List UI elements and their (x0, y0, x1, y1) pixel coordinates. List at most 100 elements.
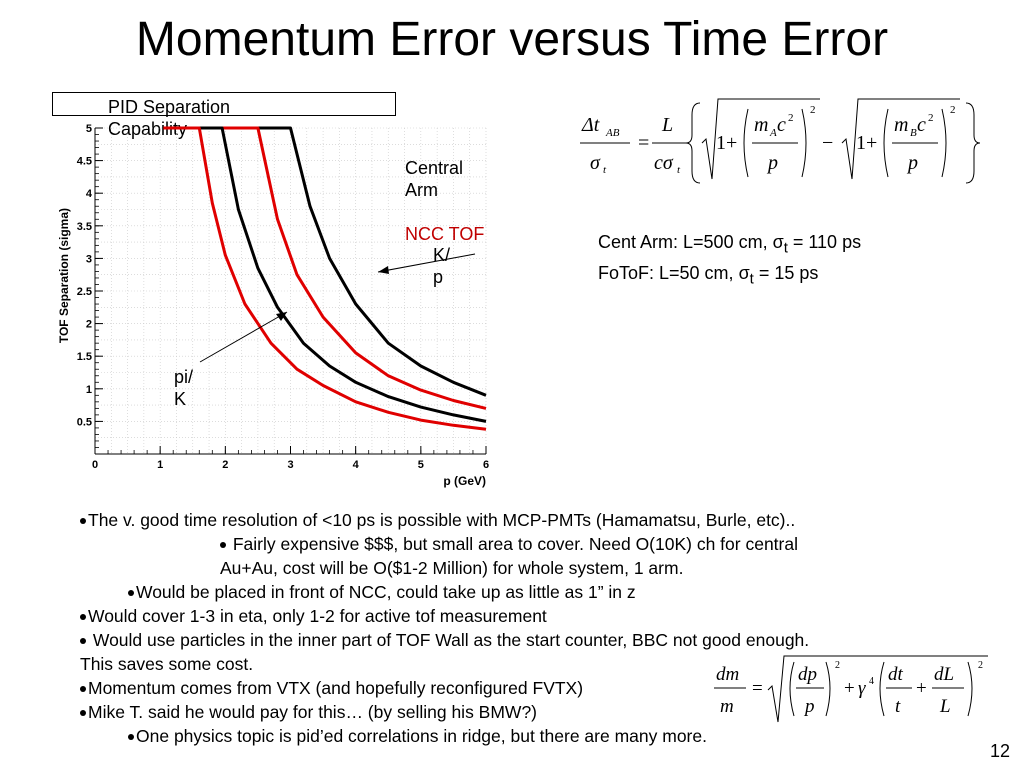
f1-p-b: p (906, 152, 918, 174)
f1-csigma: cσ (654, 152, 674, 174)
pik-arrowhead (276, 312, 287, 321)
x-tick-label: 1 (157, 459, 163, 471)
f1-one-b: 1+ (856, 132, 877, 154)
pik-curve-label: pi/ K (174, 367, 194, 409)
bullet-dot (80, 638, 86, 645)
bullet-item: This saves some cost. (80, 652, 1010, 676)
time-separation-formula: Δt AB σ t = L cσ t 1+ m A c 2 p 2 − 1+ m… (580, 98, 981, 184)
f1-L: L (661, 114, 673, 136)
bullet-text: Would cover 1-3 in eta, only 1-2 for act… (88, 606, 547, 626)
bullet-text: Mike T. said he would pay for this… (by … (88, 702, 538, 722)
f1-ma-sub: A (769, 127, 777, 139)
bullet-dot (128, 734, 134, 741)
bullet-item: Au+Au, cost will be O($1-2 Million) for … (80, 556, 1010, 580)
sigma-sub: t (749, 270, 754, 288)
bullet-text: The v. good time resolution of <10 ps is… (88, 510, 796, 530)
bullet-list: The v. good time resolution of <10 ps is… (80, 508, 1010, 748)
param-text: Cent Arm: L=500 cm, (598, 232, 773, 252)
f1-outer-sq-a: 2 (810, 104, 816, 116)
chart-axes: 0 1 2 3 4 5 6 0.5 1 1.5 2 2.5 3 3.5 4 4.5 5 (77, 123, 489, 471)
x-tick-label: 0 (92, 459, 98, 471)
f1-outer-sq-b: 2 (950, 104, 956, 116)
y-tick-label: 3.5 (77, 221, 92, 233)
central-arm-label: Central Arm NCC TOF (405, 135, 484, 267)
f1-mb-sq: 2 (928, 112, 934, 124)
y-tick-label: 4 (86, 188, 93, 200)
f1-lhs-num: Δt (581, 114, 600, 136)
ncc-tof-text: NCC TOF (405, 224, 485, 244)
bullet-item: Would be placed in front of NCC, could t… (80, 580, 1010, 604)
x-axis-label: p (GeV) (443, 474, 486, 488)
f2-four: 4 (869, 676, 874, 687)
f1-mb: m (894, 114, 908, 136)
sigma-sub: t (783, 239, 788, 257)
bullet-dot (80, 686, 86, 693)
f2-sq-b: 2 (978, 660, 983, 671)
f1-eq: = (638, 132, 649, 154)
pid-label-box (52, 92, 396, 116)
bullet-dot (80, 518, 86, 525)
param-value: = 15 ps (753, 262, 819, 283)
f1-lhs-den: σ (590, 152, 601, 174)
f1-lhs-den-sub: t (603, 164, 607, 176)
f1-lhs-num-sub: AB (605, 127, 620, 139)
bullet-text: Would use particles in the inner part of… (88, 630, 810, 650)
tof-separation-chart: 0 1 2 3 4 5 6 0.5 1 1.5 2 2.5 3 3.5 4 4.5 5 p (GeV) TOF … (57, 123, 489, 488)
f2-eq: = (752, 678, 763, 699)
pik-arrow (199, 311, 288, 363)
kp-arrow (377, 253, 476, 273)
y-tick-label: 4.5 (77, 156, 92, 168)
chart-arrows (199, 253, 476, 363)
y-tick-label: 3 (86, 253, 92, 265)
y-tick-label: 0.5 (77, 416, 92, 428)
f2-dp: dp (798, 664, 817, 685)
x-tick-label: 6 (483, 459, 489, 471)
series-line-3 (163, 126, 487, 431)
sigma-symbol: σ (738, 262, 750, 283)
param-row-fotof: FoToF: L=50 cm, σt = 15 ps (598, 261, 861, 292)
f2-p: p (803, 696, 815, 717)
y-axis-label: TOF Separation (sigma) (57, 208, 71, 343)
chart-series (163, 126, 487, 431)
param-text: FoToF: L=50 cm, (598, 262, 739, 283)
f2-m: m (720, 696, 734, 717)
f2-plus-b: + (916, 678, 927, 699)
x-tick-label: 4 (353, 459, 360, 471)
f2-dt: dt (888, 664, 904, 685)
f1-mb-c: c (917, 114, 926, 136)
param-row-central: Cent Arm: L=500 cm, σt = 110 ps (598, 230, 861, 261)
x-tick-label: 3 (287, 459, 293, 471)
bullet-item: One physics topic is pid’ed correlations… (80, 724, 1010, 748)
bullet-text: Would be placed in front of NCC, could t… (136, 582, 636, 602)
f1-one-a: 1+ (716, 132, 737, 154)
y-tick-label: 1.5 (77, 351, 92, 363)
mass-resolution-formula: dm m = dp p 2 + γ 4 dt t + dL L 2 (714, 655, 988, 723)
bullet-text: Au+Au, cost will be O($1-2 Million) for … (220, 558, 684, 578)
bullet-item: The v. good time resolution of <10 ps is… (80, 508, 1010, 532)
f1-ma-c: c (777, 114, 786, 136)
chart-grid (94, 127, 487, 454)
central-arm-text: Central Arm (405, 158, 464, 200)
bullet-dot (128, 590, 134, 597)
slide-title: Momentum Error versus Time Error (135, 13, 889, 66)
x-tick-label: 5 (418, 459, 424, 471)
f2-dm: dm (716, 664, 739, 685)
bullet-dot (220, 542, 226, 549)
y-tick-label: 1 (86, 384, 92, 396)
f2-plus-a: + (844, 678, 855, 699)
bullet-item: Momentum comes from VTX (and hopefully r… (80, 676, 1010, 700)
f2-dL: dL (934, 664, 954, 685)
f1-ma: m (754, 114, 768, 136)
f2-gamma: γ (858, 678, 866, 699)
bullet-item: Would use particles in the inner part of… (80, 628, 1010, 652)
bullet-item: Would cover 1-3 in eta, only 1-2 for act… (80, 604, 1010, 628)
series-line-2 (163, 126, 487, 423)
kp-arrowhead (378, 266, 389, 274)
sigma-symbol: σ (772, 232, 784, 252)
f2-sq-a: 2 (835, 660, 840, 671)
f2-t: t (895, 696, 901, 717)
kp-curve-label: K/ p (433, 245, 451, 287)
bullet-dot (80, 710, 86, 717)
f2-L: L (939, 696, 951, 717)
f1-minus: − (822, 132, 833, 154)
